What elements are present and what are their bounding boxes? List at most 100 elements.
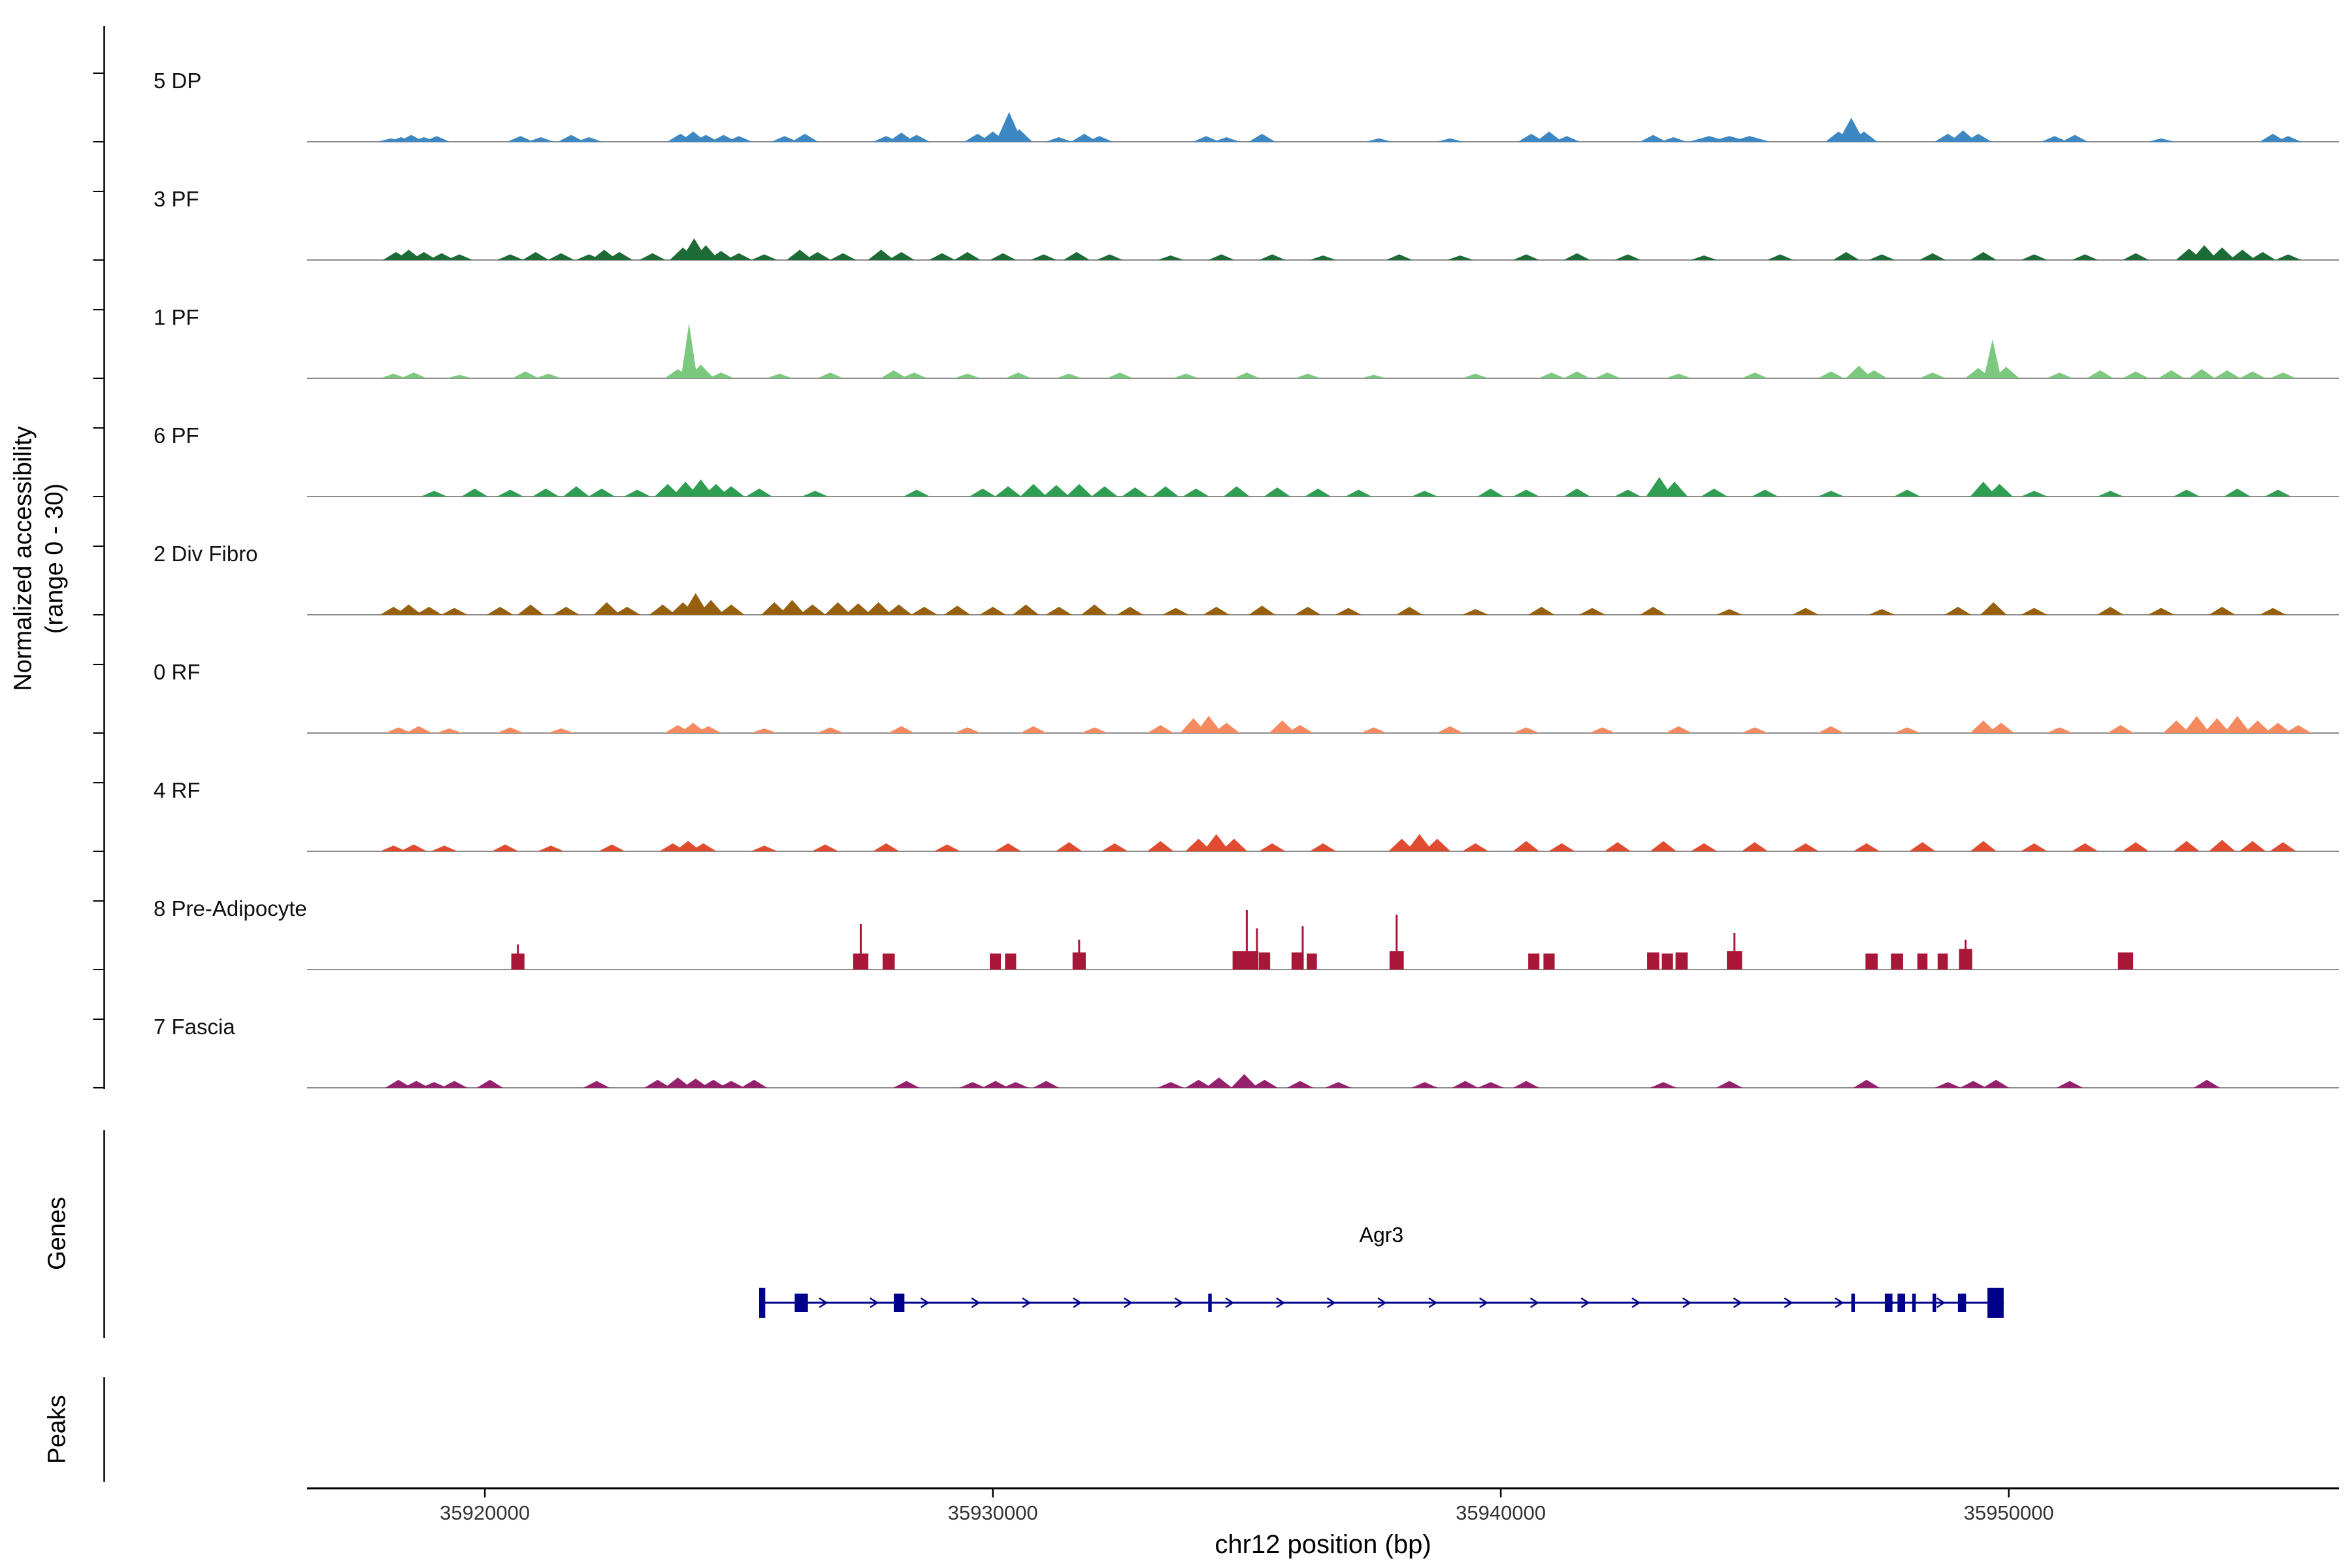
signal-peak [1452,1081,1478,1088]
signal-peak [563,486,590,497]
signal-peak [1396,606,1423,615]
signal-peak [1147,841,1174,851]
signal-peak [1741,372,1769,378]
signal-peak [1147,725,1174,733]
signal-peak [2107,725,2134,733]
signal-peak [1056,374,1083,378]
signal-peak [1563,371,1590,378]
exon-box [894,1294,905,1312]
signal-peak [1893,489,1921,497]
signal-block [1291,952,1304,970]
signal-peak [2208,247,2236,260]
signal-peak [934,844,960,851]
signal-peak [1411,491,1438,497]
signal-peak [380,845,407,851]
signal-peak [431,845,458,851]
signal-peak [527,137,554,142]
signal-peak [873,843,900,851]
signal-peak [1729,136,1771,142]
strand-arrow-icon [1428,1297,1438,1309]
strand-arrow-icon [920,1297,930,1309]
signal-peak [385,727,412,733]
signal-peak [1690,843,1718,851]
signal-peak [725,136,753,142]
signal-peak [644,1079,671,1088]
signal-peak [400,844,427,851]
signal-peak [598,844,625,851]
signal-peak [649,604,676,615]
signal-peak [1970,482,1997,497]
signal-peak [2097,491,2124,497]
strand-arrow-icon [1936,1297,1946,1309]
signal-peak [900,372,928,378]
signal-peak [1309,843,1337,851]
signal-peak [687,365,714,378]
track-label-1-pf: 1 PF [154,305,199,329]
signal-peak [2072,843,2099,851]
signal-peak [1005,129,1033,142]
signal-peak [2021,254,2048,260]
signal-peak [1259,254,1286,260]
signal-peak [1213,137,1240,142]
signal-peak [969,488,996,497]
signal-peak [979,606,1006,615]
exon-box [1208,1294,1212,1312]
signal-peak [1081,604,1108,615]
signal-peak [2061,135,2088,142]
signal-peak [693,135,719,142]
track-label-5-dp: 5 DP [154,69,202,93]
exon-box [1987,1288,2004,1318]
signal-peak [446,374,473,378]
signal-peak [682,1079,710,1088]
signal-peak [421,491,448,497]
signal-peak [1195,715,1222,733]
track-label-6-pf: 6 PF [154,423,199,448]
signal-peak [1388,838,1415,851]
signal-peak [1102,843,1128,851]
signal-peak [1286,1081,1314,1088]
signal-peak [1056,842,1083,851]
signal-peak [751,845,777,851]
exon-box [1933,1294,1936,1312]
signal-peak [1231,1074,1258,1088]
signal-peak [1578,608,1606,615]
signal-peak [1033,1081,1060,1088]
signal-block [1232,951,1246,970]
signal-peak [588,488,615,497]
signal-peak [885,604,913,615]
x-tick-label: 35920000 [440,1501,531,1524]
signal-peak [1220,838,1248,851]
signal-peak [1986,483,2013,497]
signal-peak [1045,137,1072,142]
signal-block [1528,953,1540,970]
x-tick-label: 35950000 [1963,1501,2054,1524]
signal-peak [1020,726,1047,733]
signal-peak [1406,834,1433,851]
strand-arrow-icon [971,1297,981,1309]
track-0-rf [307,715,2339,734]
signal-peak [1665,374,1692,378]
signal-peak [679,723,707,733]
signal-peak [1970,720,1997,733]
signal-peak [1030,254,1057,260]
signal-peak [2122,253,2149,260]
signal-peak [1325,1082,1352,1088]
signal-peak [639,253,666,260]
signal-peak [1950,130,1976,142]
signal-peak [1172,374,1200,378]
signal-peak [2229,250,2256,260]
signal-peak [402,1081,430,1088]
strand-arrow-icon [1529,1297,1539,1309]
signal-peak [2158,370,2185,378]
signal-peak [1853,1079,1880,1088]
signal-peak [2264,489,2291,497]
signal-peak [1861,370,1887,378]
track-label-7-fascia: 7 Fascia [154,1015,235,1039]
signal-peak [1935,1082,1961,1088]
signal-peak [766,374,793,378]
signal-peak [1249,606,1275,615]
signal-peak [893,1081,920,1088]
signal-peak [700,1079,727,1088]
signal-peak [1959,1081,1987,1088]
